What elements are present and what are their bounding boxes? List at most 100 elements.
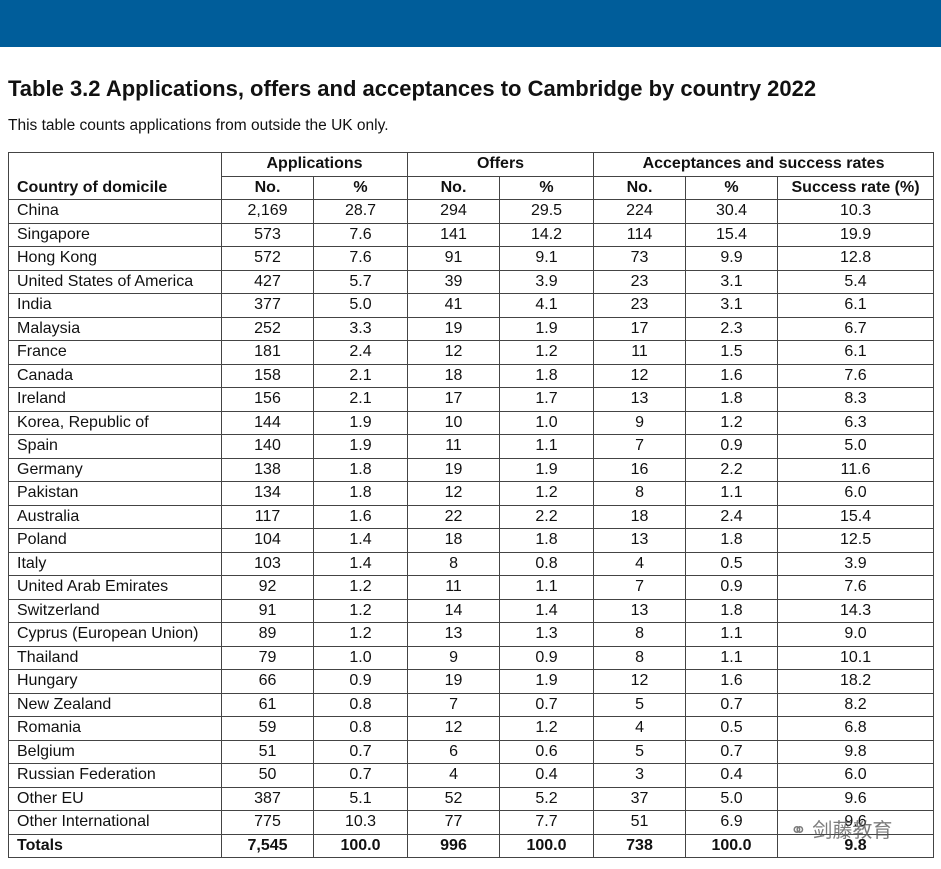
cell: 2.4: [312, 340, 409, 365]
cell: 1.1: [499, 434, 595, 459]
cell: 8: [593, 622, 687, 647]
cell: 15.4: [685, 222, 779, 247]
cell: 0.8: [312, 716, 409, 741]
cell: 8: [407, 551, 501, 576]
cell: 1.1: [499, 575, 595, 600]
total-cell: 100.0: [499, 833, 595, 858]
cell: 775: [221, 810, 314, 835]
table-row: Thailand 79 1.0 9 0.9 8 1.1 10.1: [8, 645, 935, 670]
cell: 50: [221, 763, 314, 788]
cell: 14: [407, 598, 501, 623]
cell: 572: [221, 246, 314, 271]
cell: 7: [407, 692, 501, 717]
cell: 30.4: [685, 199, 779, 224]
cell: 23: [593, 269, 687, 294]
cell: 12: [593, 669, 687, 694]
cell: 11.6: [777, 457, 935, 482]
cell: 0.9: [685, 575, 779, 600]
country-cell: United Arab Emirates: [8, 575, 222, 600]
cell: 13: [407, 622, 501, 647]
cell: 1.7: [499, 387, 595, 412]
cell: 51: [593, 810, 687, 835]
cell: 7: [593, 575, 687, 600]
table-row: Other EU 387 5.1 52 5.2 37 5.0 9.6: [8, 786, 935, 811]
cell: 0.7: [685, 692, 779, 717]
cell: 12: [407, 481, 501, 506]
total-cell: 9.8: [777, 833, 935, 858]
cell: 14.2: [499, 222, 595, 247]
cell: 13: [593, 387, 687, 412]
cell: 52: [407, 786, 501, 811]
table-row: Canada 158 2.1 18 1.8 12 1.6 7.6: [8, 363, 935, 388]
cell: 1.0: [312, 645, 409, 670]
cell: 3.1: [685, 269, 779, 294]
cell: 377: [221, 293, 314, 318]
cell: 91: [407, 246, 501, 271]
cell: 28.7: [312, 199, 409, 224]
cell: 6.9: [685, 810, 779, 835]
country-cell: Hungary: [8, 669, 222, 694]
cell: 15.4: [777, 504, 935, 529]
cell: 77: [407, 810, 501, 835]
cell: 1.1: [685, 622, 779, 647]
cell: 9: [593, 410, 687, 435]
cell: 0.9: [499, 645, 595, 670]
cell: 18: [407, 363, 501, 388]
cell: 7.6: [312, 246, 409, 271]
cell: 5.7: [312, 269, 409, 294]
cell: 12: [407, 716, 501, 741]
country-cell: Switzerland: [8, 598, 222, 623]
country-cell: Other International: [8, 810, 222, 835]
cell: 5.1: [312, 786, 409, 811]
cell: 134: [221, 481, 314, 506]
subtitle: This table counts applications from outs…: [8, 117, 389, 134]
cell: 117: [221, 504, 314, 529]
cell: 104: [221, 528, 314, 553]
cell: 0.5: [685, 716, 779, 741]
cell: 18: [407, 528, 501, 553]
cell: 8: [593, 481, 687, 506]
cell: 1.9: [499, 669, 595, 694]
cell: 387: [221, 786, 314, 811]
sub-header: No.: [593, 175, 687, 200]
table-row: Hungary 66 0.9 19 1.9 12 1.6 18.2: [8, 669, 935, 694]
cell: 19.9: [777, 222, 935, 247]
cell: 2.3: [685, 316, 779, 341]
sub-header: No.: [221, 175, 314, 200]
cell: 10: [407, 410, 501, 435]
cell: 12: [407, 340, 501, 365]
cell: 0.8: [499, 551, 595, 576]
cell: 2.4: [685, 504, 779, 529]
country-cell: Korea, Republic of: [8, 410, 222, 435]
cell: 0.7: [685, 739, 779, 764]
cell: 140: [221, 434, 314, 459]
cell: 18.2: [777, 669, 935, 694]
cell: 7.7: [499, 810, 595, 835]
table-row: Korea, Republic of 144 1.9 10 1.0 9 1.2 6.3: [8, 410, 935, 435]
table-row: France 181 2.4 12 1.2 11 1.5 6.1: [8, 340, 935, 365]
cell: 7.6: [777, 575, 935, 600]
cell: 6.7: [777, 316, 935, 341]
cell: 51: [221, 739, 314, 764]
cell: 0.4: [685, 763, 779, 788]
cell: 41: [407, 293, 501, 318]
table-row: Spain 140 1.9 11 1.1 7 0.9 5.0: [8, 434, 935, 459]
cell: 144: [221, 410, 314, 435]
cell: 0.9: [685, 434, 779, 459]
cell: 39: [407, 269, 501, 294]
cell: 5: [593, 739, 687, 764]
totals-label: Totals: [8, 833, 222, 858]
sub-header: Success rate (%): [777, 175, 935, 200]
cell: 13: [593, 528, 687, 553]
cell: 19: [407, 669, 501, 694]
cell: 18: [593, 504, 687, 529]
sub-header: No.: [407, 175, 501, 200]
group-header: Offers: [407, 152, 595, 177]
table-row: Hong Kong 572 7.6 91 9.1 73 9.9 12.8: [8, 246, 935, 271]
cell: 141: [407, 222, 501, 247]
cell: 61: [221, 692, 314, 717]
cell: 114: [593, 222, 687, 247]
cell: 0.7: [312, 739, 409, 764]
country-cell: Germany: [8, 457, 222, 482]
